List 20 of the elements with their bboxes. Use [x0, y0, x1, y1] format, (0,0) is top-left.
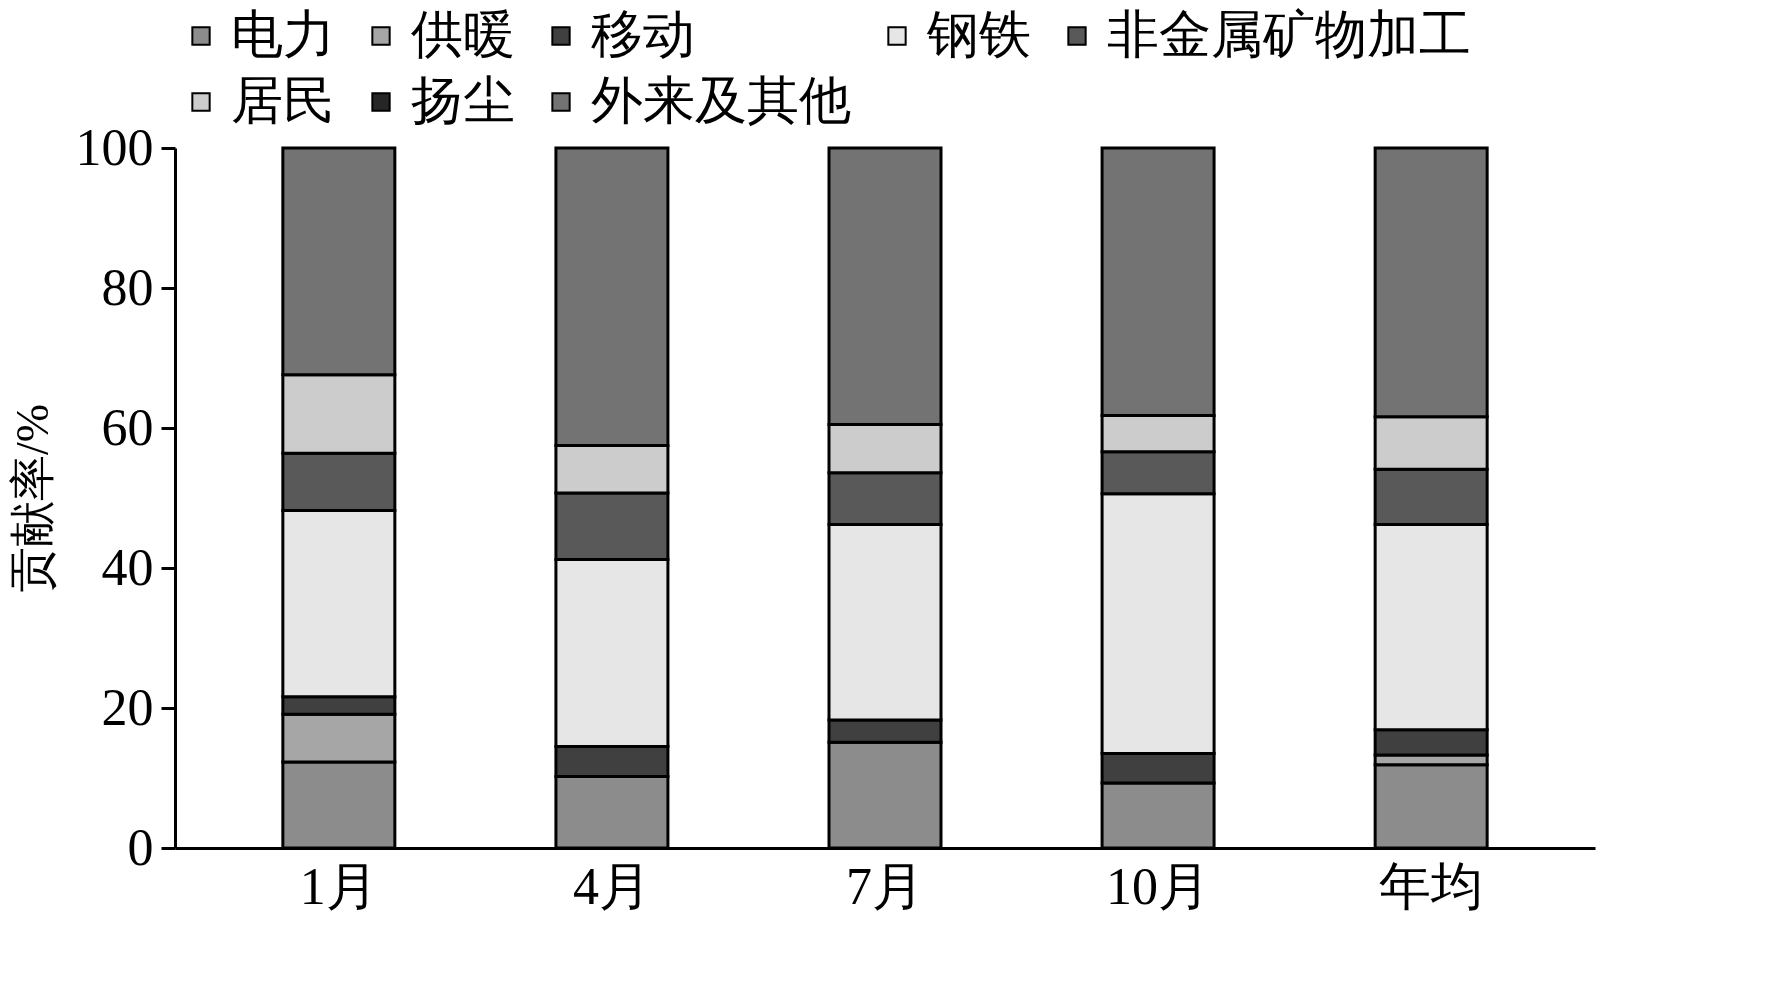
y-tick-label: 60 — [101, 398, 154, 456]
legend-label: 外来及其他 — [591, 72, 851, 129]
legend-label: 钢铁 — [926, 6, 1031, 63]
y-tick-label: 40 — [101, 538, 154, 596]
x-tick-label: 7月 — [846, 857, 924, 915]
legend-label: 电力 — [231, 6, 335, 63]
x-tick-label: 10月 — [1106, 857, 1211, 915]
legend-label: 供暖 — [411, 6, 515, 63]
legend-label: 非金属矿物加工 — [1107, 6, 1471, 63]
y-tick-label: 100 — [75, 118, 154, 176]
y-tick-label: 20 — [101, 678, 154, 736]
legend-label: 移动 — [591, 6, 695, 63]
y-axis-title: 贡献率/% — [6, 403, 58, 594]
y-tick-label: 80 — [101, 258, 154, 316]
legend-label: 居民 — [231, 72, 335, 129]
legend-label: 扬尘 — [411, 72, 515, 129]
y-tick-label: 0 — [127, 818, 154, 876]
x-tick-label: 年均 — [1379, 857, 1484, 915]
x-tick-label: 4月 — [572, 857, 651, 915]
x-tick-label: 1月 — [299, 857, 378, 915]
